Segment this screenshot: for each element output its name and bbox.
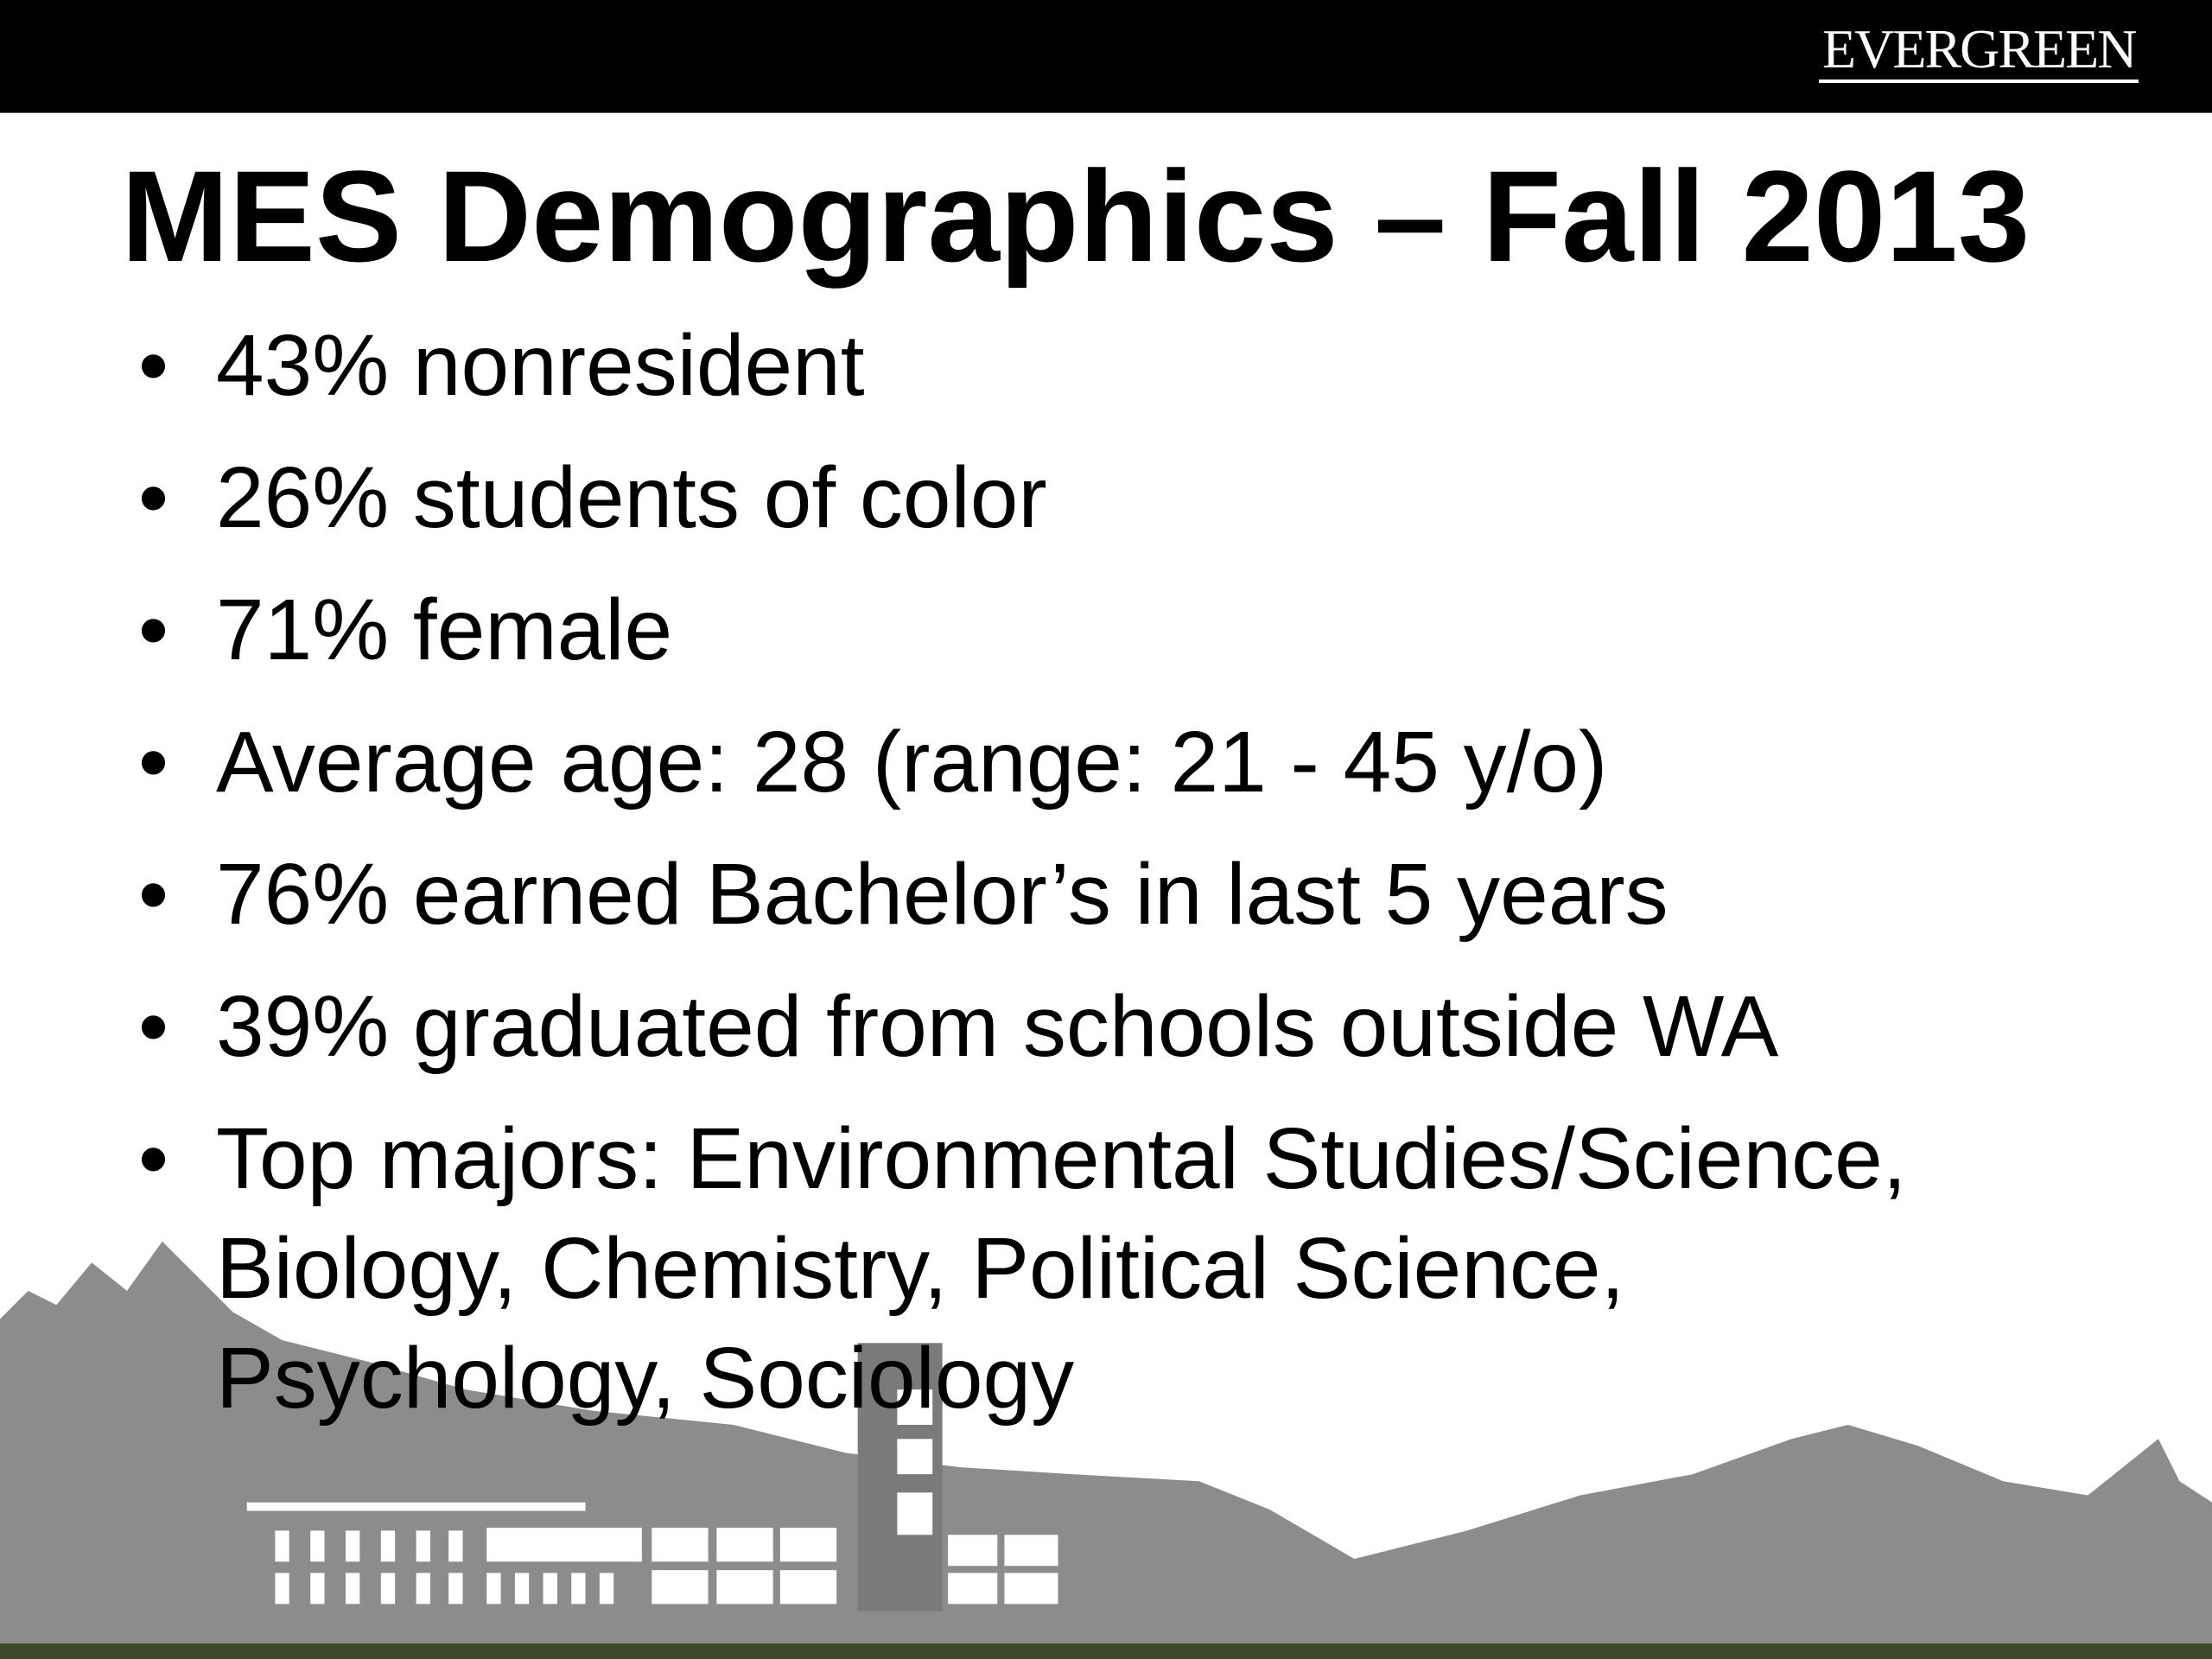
footer-strip [0, 1643, 2212, 1659]
slide-title: MES Demographics – Fall 2013 [121, 143, 2031, 289]
bullet-item: 26% students of color [138, 443, 2091, 553]
bullet-item: Top majors: Environmental Studies/Scienc… [138, 1104, 2091, 1433]
bullet-item: 71% female [138, 575, 2091, 685]
bullet-item: 43% nonresident [138, 311, 2091, 421]
bullet-list: 43% nonresident 26% students of color 71% … [138, 311, 2091, 1456]
logo: EVERGREEN [1819, 19, 2139, 83]
bullet-item: Average age: 28 (range: 21 - 45 y/o) [138, 708, 2091, 817]
header-bar [0, 0, 2212, 113]
bullet-item: 39% graduated from schools outside WA [138, 972, 2091, 1082]
building-windows [275, 1389, 1058, 1605]
bullet-item: 76% earned Bachelor’s in last 5 years [138, 840, 2091, 950]
roof-line [246, 1502, 586, 1511]
